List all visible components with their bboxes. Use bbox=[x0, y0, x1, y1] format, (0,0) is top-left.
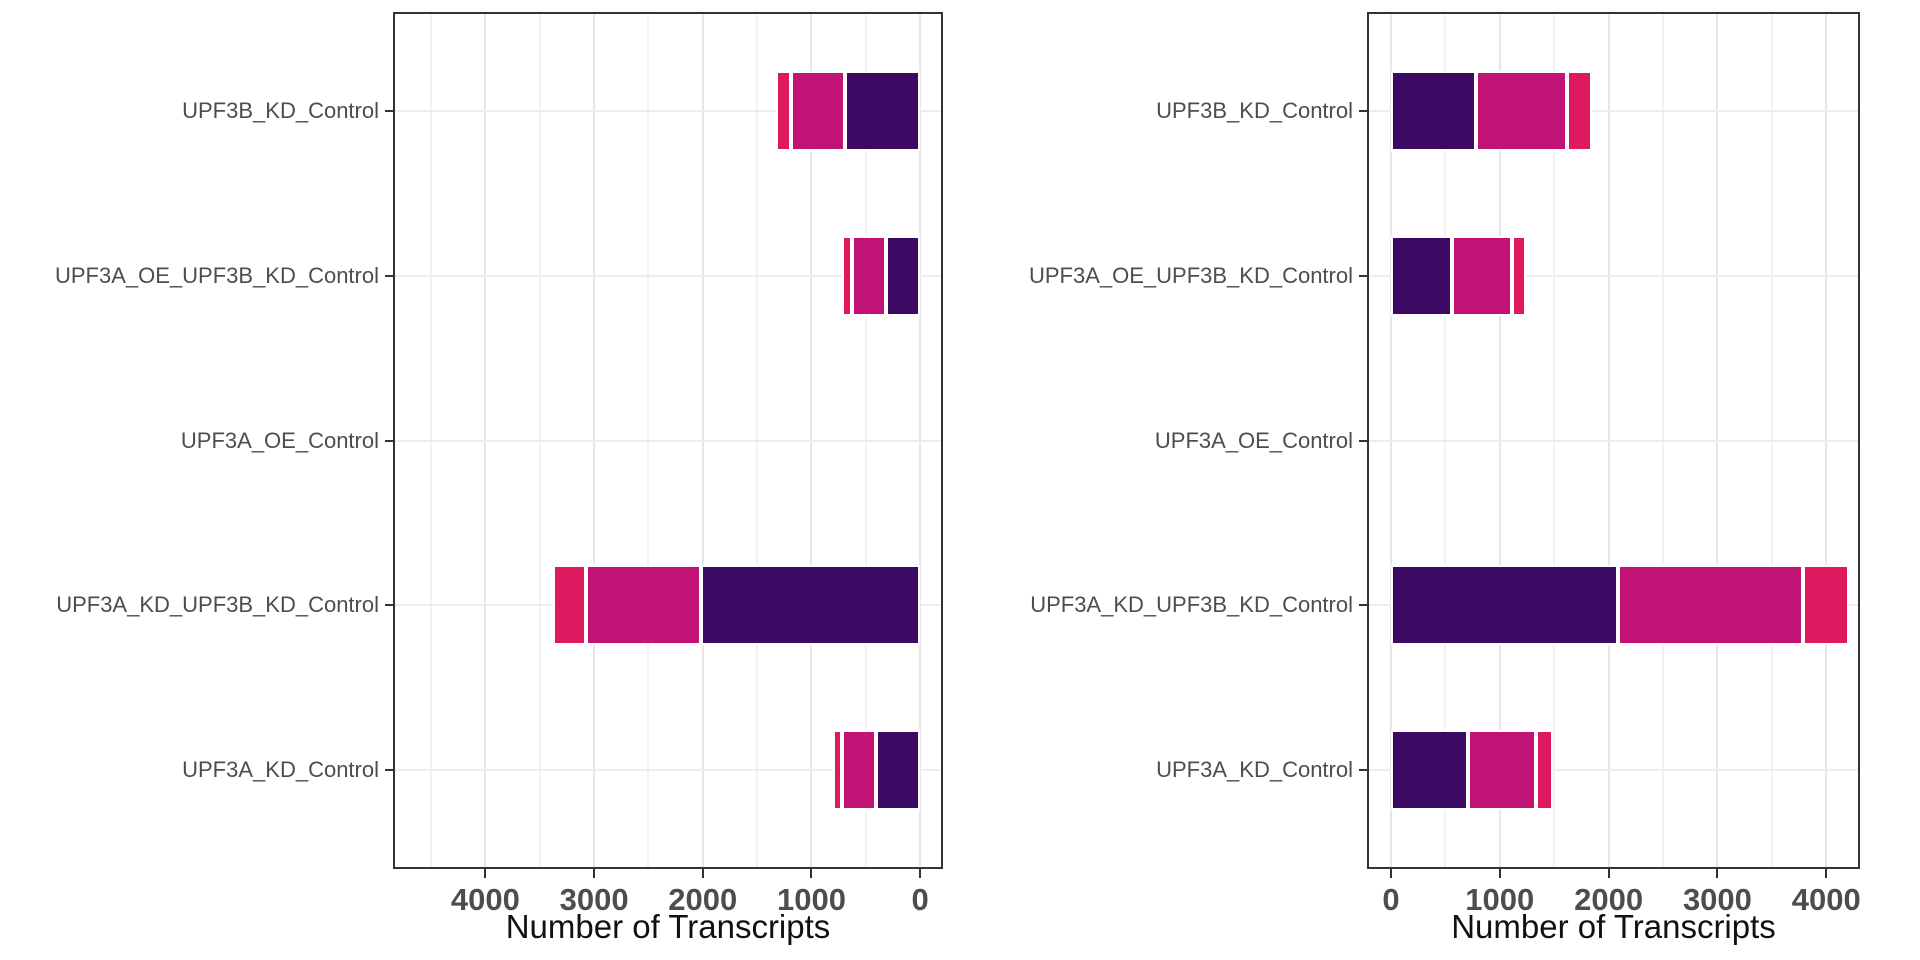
x-tick-label: 0 bbox=[911, 882, 929, 917]
grid-row-line bbox=[395, 274, 941, 277]
x-tick-label: 2000 bbox=[1574, 882, 1644, 917]
bar-segment-magenta bbox=[841, 730, 877, 811]
bar-segment-magenta bbox=[1451, 235, 1513, 316]
bar-segment-dark-purple bbox=[1390, 565, 1618, 646]
y-axis-label: UPF3A_OE_Control bbox=[1154, 427, 1353, 453]
y-tick-mark bbox=[385, 604, 393, 607]
y-tick-mark bbox=[385, 109, 393, 112]
grid-row-line bbox=[395, 109, 941, 112]
bar-segment-crimson bbox=[552, 565, 586, 646]
bar-segment-dark-purple bbox=[845, 70, 921, 151]
y-axis-label: UPF3A_KD_UPF3B_KD_Control bbox=[56, 592, 379, 618]
y-axis-label: UPF3A_OE_UPF3B_KD_Control bbox=[1028, 262, 1353, 288]
bar-segment-magenta bbox=[1468, 730, 1537, 811]
y-tick-mark bbox=[1359, 274, 1367, 277]
x-tick-mark bbox=[1825, 869, 1828, 878]
bar-segment-dark-purple bbox=[1390, 70, 1476, 151]
bar-segment-crimson bbox=[832, 730, 842, 811]
x-tick-mark bbox=[701, 869, 704, 878]
y-axis-label: UPF3A_KD_Control bbox=[182, 757, 379, 783]
bar-segment-magenta bbox=[851, 235, 887, 316]
bar-segment-crimson bbox=[1803, 565, 1850, 646]
bar-segment-crimson bbox=[776, 70, 791, 151]
bar-segment-dark-purple bbox=[886, 235, 921, 316]
y-tick-mark bbox=[1359, 769, 1367, 772]
x-tick-label: 2000 bbox=[668, 882, 738, 917]
y-axis-label: UPF3A_OE_UPF3B_KD_Control bbox=[54, 262, 379, 288]
bar-segment-crimson bbox=[1567, 70, 1593, 151]
x-tick-mark bbox=[484, 869, 487, 878]
x-tick-mark bbox=[1716, 869, 1719, 878]
grid-row-line bbox=[1369, 109, 1858, 112]
x-tick-label: 4000 bbox=[450, 882, 520, 917]
y-tick-mark bbox=[385, 769, 393, 772]
x-tick-mark bbox=[919, 869, 922, 878]
y-axis-label: UPF3B_KD_Control bbox=[1156, 97, 1353, 123]
x-tick-mark bbox=[810, 869, 813, 878]
bar-segment-dark-purple bbox=[1390, 235, 1452, 316]
x-tick-label: 4000 bbox=[1791, 882, 1861, 917]
y-tick-mark bbox=[1359, 109, 1367, 112]
x-tick-label: 1000 bbox=[1465, 882, 1535, 917]
x-axis-title-right: Number of Transcripts bbox=[1451, 908, 1776, 945]
bar-segment-magenta bbox=[1475, 70, 1568, 151]
y-axis-label: UPF3A_OE_Control bbox=[180, 427, 379, 453]
x-tick-label: 1000 bbox=[776, 882, 846, 917]
bar-segment-crimson bbox=[841, 235, 852, 316]
y-tick-mark bbox=[1359, 604, 1367, 607]
grid-row-line bbox=[395, 769, 941, 772]
x-axis-title-left: Number of Transcripts bbox=[505, 908, 831, 945]
grid-row-line bbox=[1369, 769, 1858, 772]
grid-row-line bbox=[1369, 439, 1858, 442]
grid-row-line bbox=[395, 439, 941, 442]
y-axis-label: UPF3A_KD_UPF3B_KD_Control bbox=[1030, 592, 1353, 618]
bar-segment-crimson bbox=[1512, 235, 1526, 316]
y-axis-label: UPF3B_KD_Control bbox=[182, 97, 379, 123]
bar-segment-dark-purple bbox=[1390, 730, 1469, 811]
bar-segment-magenta bbox=[1617, 565, 1804, 646]
bar-segment-dark-purple bbox=[876, 730, 921, 811]
bar-segment-magenta bbox=[790, 70, 846, 151]
y-tick-mark bbox=[1359, 439, 1367, 442]
x-tick-label: 3000 bbox=[559, 882, 629, 917]
y-tick-mark bbox=[385, 274, 393, 277]
y-tick-mark bbox=[385, 439, 393, 442]
bar-segment-magenta bbox=[585, 565, 702, 646]
x-tick-label: 0 bbox=[1382, 882, 1400, 917]
bar-segment-crimson bbox=[1536, 730, 1554, 811]
grid-row-line bbox=[1369, 274, 1858, 277]
bar-segment-dark-purple bbox=[701, 565, 921, 646]
y-axis-label: UPF3A_KD_Control bbox=[1156, 757, 1353, 783]
x-tick-label: 3000 bbox=[1682, 882, 1752, 917]
x-tick-mark bbox=[1389, 869, 1392, 878]
x-tick-mark bbox=[593, 869, 596, 878]
x-tick-mark bbox=[1607, 869, 1610, 878]
x-tick-mark bbox=[1498, 869, 1501, 878]
